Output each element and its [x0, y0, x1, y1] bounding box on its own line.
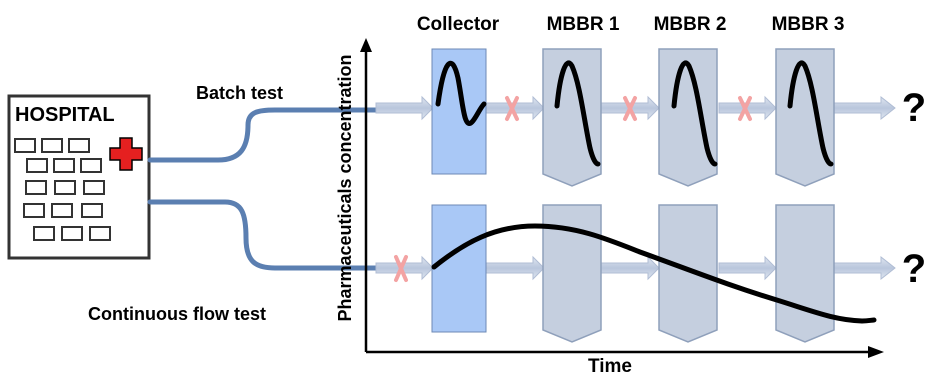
batch-outcome-mark: ?: [902, 86, 926, 130]
collector-label: Collector: [417, 14, 500, 35]
axes: [360, 38, 884, 358]
arrow-right-icon: [718, 255, 777, 281]
mbbr1-curve: [554, 60, 601, 167]
batch-test-label: Batch test: [196, 83, 283, 103]
x-mark-icon: [623, 96, 637, 121]
batch-pipe: [147, 107, 383, 163]
arrow-right-icon: [375, 95, 434, 121]
x-mark-icon: [738, 96, 752, 121]
mbbr2-reactor-batch: [658, 48, 718, 187]
red-cross-icon: [109, 137, 143, 171]
continuous-curve: [431, 223, 877, 324]
x-axis-arrowhead: [868, 346, 884, 358]
y-axis-label: Pharmaceuticals concentration: [335, 54, 355, 321]
x-axis-label: Time: [588, 356, 632, 376]
x-mark-icon: [505, 96, 519, 121]
block-marks: [394, 96, 752, 282]
arrow-right-icon: [833, 95, 896, 121]
pipes: [147, 107, 383, 271]
hospital-building: HOSPITAL: [7, 94, 151, 260]
arrow-right-icon: [375, 255, 434, 281]
arrow-right-icon: [718, 95, 777, 121]
mbbr-reactors-batch: [542, 48, 835, 187]
continuous-pipe: [147, 199, 383, 271]
mbbr3-curve: [787, 60, 834, 167]
hospital-label: HOSPITAL: [15, 104, 115, 126]
arrow-right-icon: [600, 255, 660, 281]
y-axis-arrowhead: [360, 38, 372, 52]
mbbr-reactors-continuous: [542, 204, 835, 343]
mbbr2-label: MBBR 2: [654, 14, 727, 35]
arrow-right-icon: [833, 255, 896, 281]
arrow-right-icon: [485, 95, 545, 121]
collector-curve: [435, 60, 487, 126]
mbbr2-curve: [671, 60, 718, 167]
hospital-windows: [14, 138, 111, 241]
bottom-flow-arrows: [375, 255, 896, 281]
x-mark-icon: [394, 255, 408, 282]
collector-tank-continuous: [431, 204, 487, 333]
continuous-outcome-mark: ?: [902, 247, 926, 291]
mbbr2-reactor-continuous: [658, 204, 718, 343]
mbbr3-reactor-continuous: [775, 204, 835, 343]
mbbr3-reactor-batch: [775, 48, 835, 187]
mbbr1-reactor-batch: [542, 48, 602, 187]
continuous-test-label: Continuous flow test: [88, 304, 266, 324]
mbbr1-reactor-continuous: [542, 204, 602, 343]
mbbr1-label: MBBR 1: [547, 14, 620, 35]
arrow-right-icon: [485, 255, 545, 281]
mbbr3-label: MBBR 3: [772, 14, 845, 35]
batch-curves: [435, 60, 834, 167]
